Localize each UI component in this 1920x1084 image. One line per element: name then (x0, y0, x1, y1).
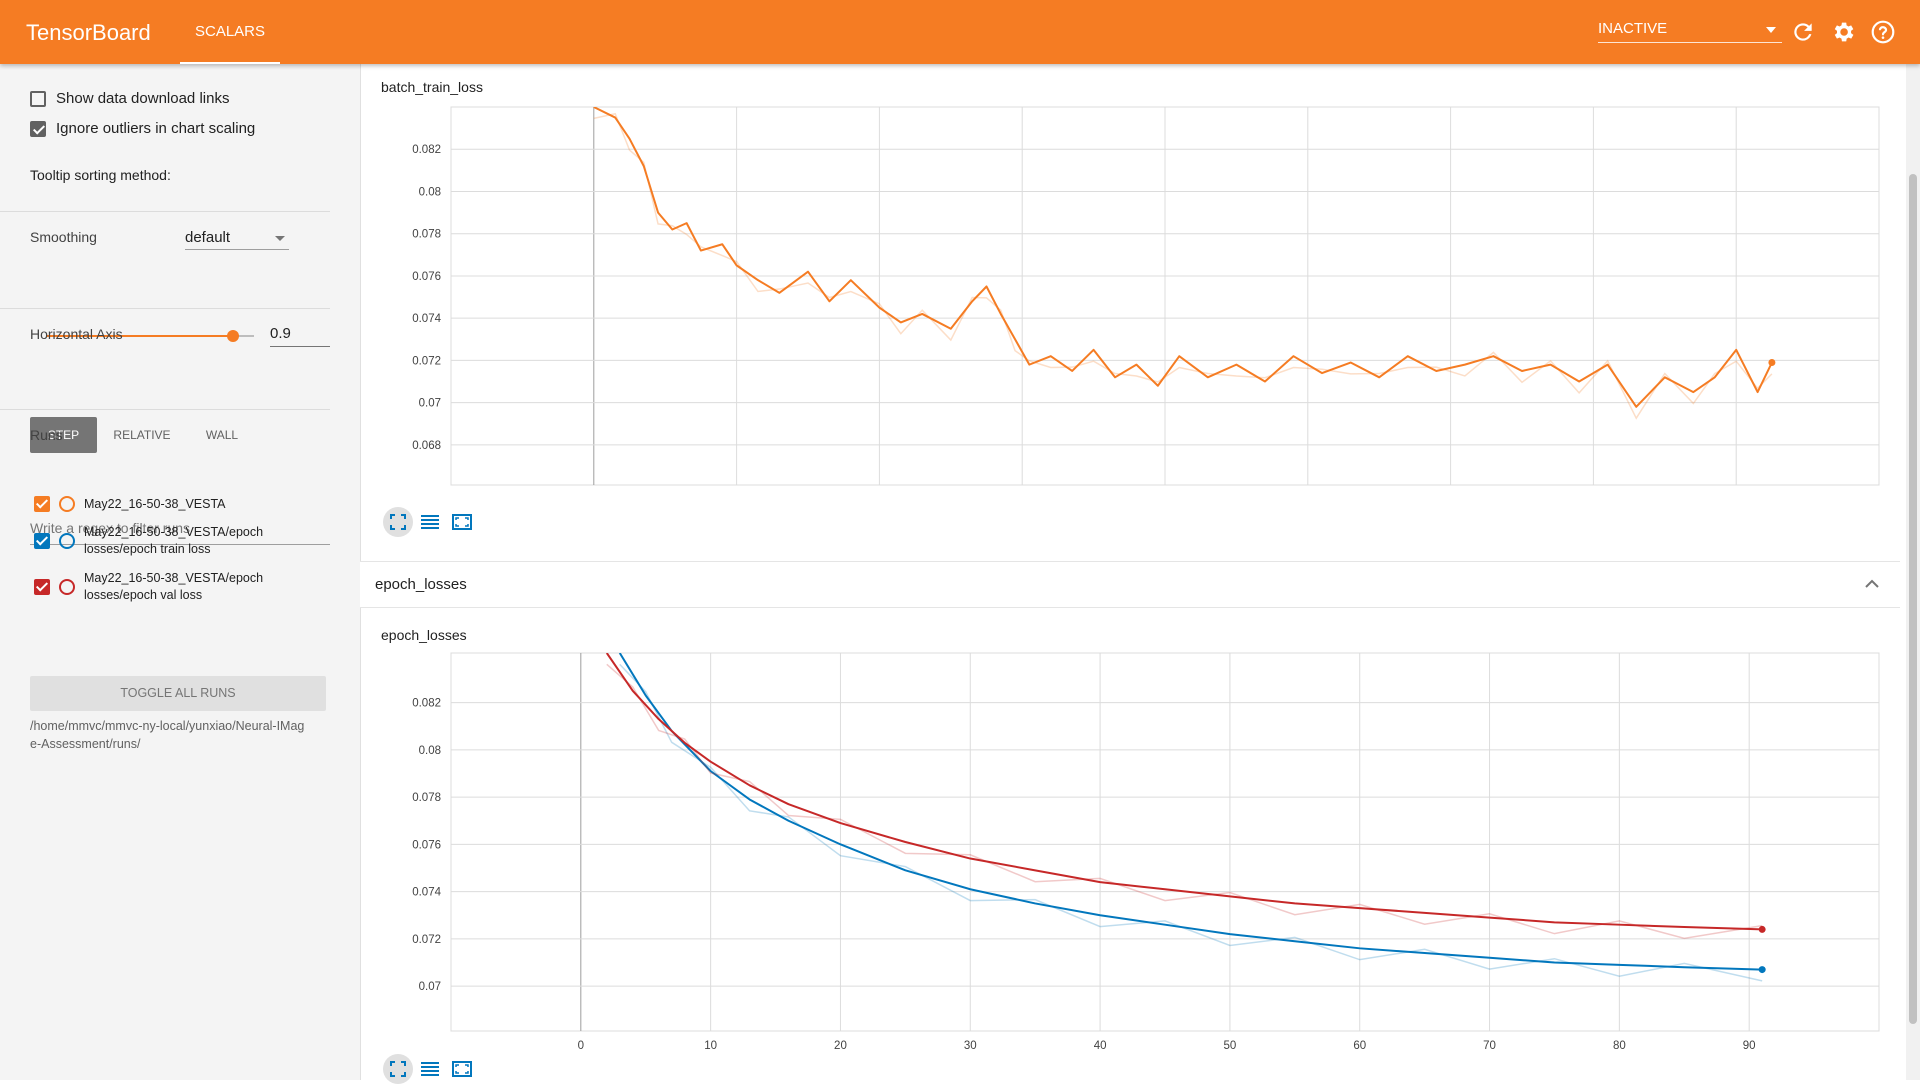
chevron-down-icon (275, 236, 285, 241)
series-raw-line (619, 663, 1763, 982)
horizontal-axis-label: Horizontal Axis (30, 326, 123, 342)
tab-active-indicator (180, 62, 280, 64)
axis-relative-button[interactable]: RELATIVE (113, 428, 171, 442)
run-checkbox-vesta[interactable] (34, 496, 50, 512)
tooltip-sorting-value: default (185, 229, 231, 246)
expand-chart-icon[interactable] (447, 1054, 477, 1084)
chevron-down-icon (1766, 27, 1776, 33)
smoothing-slider-fill (46, 335, 234, 337)
y-tick-label: 0.072 (412, 934, 441, 946)
y-tick-label: 0.074 (412, 887, 441, 899)
top-app-bar: TensorBoard SCALARS INACTIVE (0, 0, 1920, 64)
tooltip-sorting-label: Tooltip sorting method: (30, 167, 171, 183)
sidebar: Show data download links Ignore outliers… (0, 64, 361, 1080)
fit-domain-icon[interactable] (383, 1054, 413, 1084)
series-line (593, 107, 1773, 408)
expand-chart-icon[interactable] (447, 507, 477, 537)
x-tick-label: 70 (1483, 1040, 1496, 1052)
x-tick-label: 50 (1224, 1040, 1237, 1052)
tooltip-sorting-select[interactable]: default (185, 229, 289, 250)
chart-grid: 0 10 20 30 40 50 60 70 80 90 0.07 0.072 0.074 0.076 0.… (412, 652, 1880, 1052)
run-checkbox-epoch-train-loss[interactable] (34, 533, 50, 549)
y-tick-label: 0.07 (419, 398, 441, 410)
run-filter-input[interactable]: Write a regex to filter runs (30, 520, 330, 545)
series-last-point (1758, 925, 1766, 933)
y-tick-label: 0.08 (419, 745, 441, 757)
smoothing-slider-thumb[interactable] (227, 330, 240, 342)
section-title: epoch_losses (375, 576, 467, 593)
chart-title-epoch-losses: epoch_losses (381, 627, 467, 643)
chart-batch-train-loss: 020k40k60k80k100k120k140k160k0.0680.070.… (412, 106, 1880, 486)
fit-domain-icon[interactable] (383, 507, 413, 537)
page-scrollbar[interactable] (1906, 64, 1920, 1080)
run-color-indicator (59, 579, 75, 595)
smoothing-input[interactable]: 0.9 (270, 322, 330, 347)
divider (0, 308, 330, 309)
x-tick-label: 40 (1094, 1040, 1107, 1052)
x-tick-label: 30 (964, 1040, 977, 1052)
x-tick-label: 0 (578, 1040, 584, 1052)
series-last-point (1768, 359, 1776, 367)
x-tick-label: 80 (1613, 1040, 1626, 1052)
run-label-epoch-train-loss: May22_16-50-38_VESTA/epoch losses/epoch … (84, 525, 264, 556)
run-label-epoch-val-loss: May22_16-50-38_VESTA/epoch losses/epoch … (84, 571, 264, 602)
runs-label: Runs (30, 427, 63, 443)
run-status-value: INACTIVE (1598, 20, 1668, 37)
scrollbar-thumb[interactable] (1909, 174, 1917, 1024)
run-label-vesta: May22_16-50-38_VESTA (84, 497, 226, 511)
run-status-select[interactable]: INACTIVE (1598, 20, 1782, 43)
y-tick-label: 0.082 (412, 698, 441, 710)
run-color-indicator (59, 533, 75, 549)
divider (0, 211, 330, 212)
series-group (593, 107, 1773, 420)
chart-grid: 020k40k60k80k100k120k140k160k0.0680.070.… (412, 106, 1880, 486)
ignore-outliers-label: Ignore outliers in chart scaling (56, 120, 256, 137)
y-tick-label: 0.074 (412, 313, 441, 325)
chevron-up-icon[interactable] (1864, 578, 1880, 590)
show-download-links-label: Show data download links (56, 90, 230, 107)
tab-scalars-label: SCALARS (194, 23, 266, 40)
show-download-links-checkbox[interactable] (30, 91, 46, 107)
ignore-outliers-checkbox[interactable] (30, 121, 46, 137)
y-tick-label: 0.078 (412, 792, 441, 804)
chart-epoch-losses: 0 10 20 30 40 50 60 70 80 90 0.07 0.072 0.074 0.076 0.… (412, 652, 1880, 1052)
chart-title-batch-train-loss: batch_train_loss (381, 79, 483, 95)
smoothing-label: Smoothing (30, 229, 97, 245)
toggle-all-runs-button[interactable]: TOGGLE ALL RUNS (30, 676, 326, 711)
y-tick-label: 0.076 (412, 839, 441, 851)
tab-scalars[interactable]: SCALARS (180, 0, 280, 64)
series-last-point (1758, 966, 1766, 974)
refresh-icon[interactable] (1790, 19, 1816, 45)
section-header-epoch-losses[interactable]: epoch_losses (360, 561, 1900, 608)
divider (0, 409, 330, 410)
series-line (618, 653, 1763, 971)
axis-step-button[interactable]: STEP (30, 417, 97, 453)
run-color-indicator (59, 496, 75, 512)
x-tick-label: 20 (834, 1040, 847, 1052)
axis-wall-button[interactable]: WALL (205, 428, 239, 442)
series-group (605, 653, 1763, 982)
y-tick-label: 0.07 (419, 981, 441, 993)
app-title: TensorBoard (26, 20, 151, 45)
main-content: batch_train_loss 020k40k60k80k100k120k14… (360, 64, 1900, 1084)
list-icon[interactable] (415, 507, 445, 537)
y-tick-label: 0.072 (412, 355, 441, 367)
help-icon[interactable] (1870, 19, 1896, 45)
y-tick-label: 0.076 (412, 271, 441, 283)
series-line (605, 653, 1763, 931)
x-tick-label: 90 (1743, 1040, 1756, 1052)
y-tick-label: 0.082 (412, 144, 441, 156)
y-tick-label: 0.068 (412, 440, 441, 452)
log-directory-path: /home/mmvc/mmvc-ny-local/yunxiao/Neural-… (30, 719, 305, 751)
y-tick-label: 0.078 (412, 229, 441, 241)
y-tick-label: 0.08 (419, 186, 441, 198)
list-icon[interactable] (415, 1054, 445, 1084)
gear-icon[interactable] (1830, 19, 1856, 45)
plot-area (450, 652, 1880, 1032)
smoothing-slider[interactable] (46, 330, 254, 342)
series-raw-line (606, 663, 1763, 940)
x-tick-label: 10 (704, 1040, 717, 1052)
run-checkbox-epoch-val-loss[interactable] (34, 579, 50, 595)
x-tick-label: 60 (1353, 1040, 1366, 1052)
